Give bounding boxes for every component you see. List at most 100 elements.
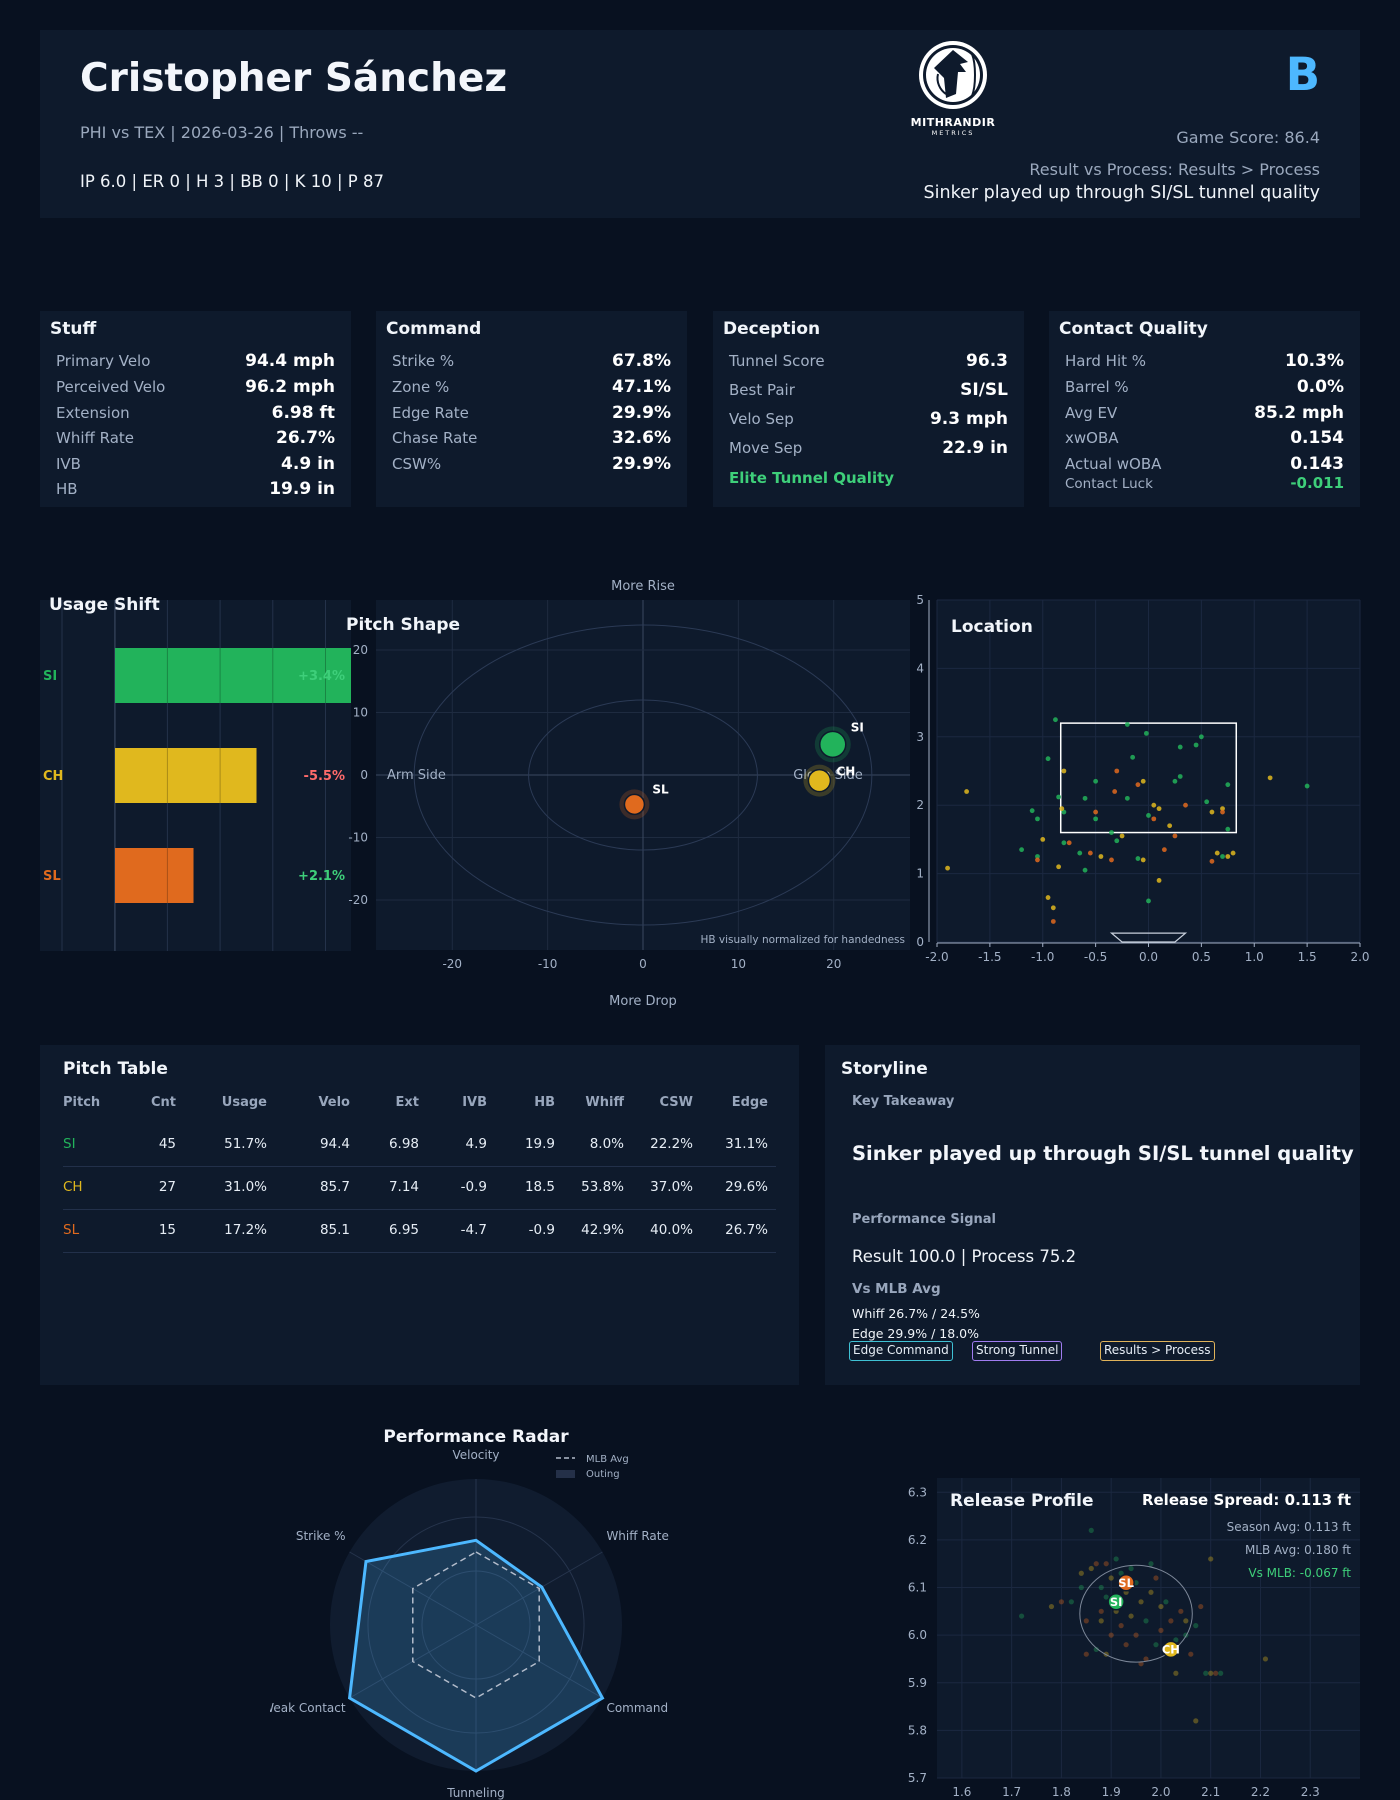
release-marker-si xyxy=(1107,1593,1125,1611)
release-point xyxy=(1083,1618,1089,1624)
location-point-si xyxy=(1061,840,1067,846)
radar-title: Performance Radar xyxy=(383,1427,569,1447)
location-point-si xyxy=(1177,744,1183,750)
result-vs-process: Result vs Process: Results > Process xyxy=(1029,160,1320,179)
release-point xyxy=(1048,1603,1055,1610)
table-row-divider xyxy=(63,1252,776,1253)
stat-row: xwOBA 0.154 xyxy=(1065,428,1344,448)
release-point xyxy=(1108,1632,1114,1638)
release-point xyxy=(1218,1670,1224,1676)
stat-value: 19.9 in xyxy=(269,479,335,499)
table-cell: 19.9 xyxy=(524,1136,555,1152)
shape-y-tick: 0 xyxy=(360,768,368,782)
radar-axis-label: Weak Contact xyxy=(270,1701,346,1715)
stat-label: xwOBA xyxy=(1065,429,1119,447)
table-row-divider xyxy=(63,1166,776,1167)
location-point-sl xyxy=(1035,857,1040,863)
location-point-si xyxy=(1172,778,1178,784)
release-point xyxy=(1168,1618,1174,1624)
stat-label: Perceived Velo xyxy=(56,378,166,396)
shape-x-tick: 0 xyxy=(639,957,647,971)
location-point-sl xyxy=(1112,789,1118,794)
table-header: Usage xyxy=(221,1095,267,1110)
header-panel: Cristopher Sánchez PHI vs TEX | 2026-03-… xyxy=(40,30,1360,218)
location-point-ch xyxy=(1098,854,1104,859)
pitcher-name: Cristopher Sánchez xyxy=(80,56,508,101)
strong-tunnel-badge: Strong Tunnel xyxy=(972,1341,1063,1361)
location-point-si xyxy=(1146,813,1151,818)
radar-legend-outing-swatch xyxy=(556,1470,575,1478)
logo-subtext: METRICS xyxy=(931,129,975,137)
location-point-ch xyxy=(1209,809,1215,815)
contact-quality-card: Contact Quality Hard Hit % 10.3% Barrel %… xyxy=(1049,311,1360,507)
vs-mlb-label: Vs MLB Avg xyxy=(852,1281,941,1297)
location-y-tick: 1 xyxy=(916,867,924,881)
release-x-tick: 2.2 xyxy=(1251,1785,1270,1799)
stat-label: Velo Sep xyxy=(729,410,794,428)
overall-grade: B xyxy=(1285,48,1320,101)
release-point xyxy=(1178,1608,1184,1614)
table-cell: -4.7 xyxy=(460,1222,487,1238)
usage-bar-label: SI xyxy=(43,669,57,684)
pitch-table-title: Pitch Table xyxy=(63,1059,168,1079)
radar-axis-label: Command xyxy=(606,1701,668,1715)
location-point-si xyxy=(1304,783,1310,789)
shape-point-sl xyxy=(623,793,646,816)
card-title: Command xyxy=(386,319,482,339)
stat-row: Edge Rate 29.9% xyxy=(392,403,671,423)
location-point-sl xyxy=(1109,857,1114,863)
release-point xyxy=(1208,1556,1214,1562)
table-header: Velo xyxy=(318,1095,350,1110)
stat-row: Primary Velo 94.4 mph xyxy=(56,351,335,371)
stat-value: SI/SL xyxy=(960,380,1008,400)
table-cell: 40.0% xyxy=(650,1222,693,1238)
release-point xyxy=(1148,1561,1154,1567)
radar-axis-label: Strike % xyxy=(296,1529,346,1543)
stat-label: Hard Hit % xyxy=(1065,352,1147,370)
release-season-avg: Season Avg: 0.113 ft xyxy=(1227,1520,1352,1534)
stat-row: Barrel % 0.0% xyxy=(1065,377,1344,397)
release-point xyxy=(1088,1527,1094,1533)
release-marker-label: SL xyxy=(1118,1576,1134,1590)
release-spread: Release Spread: 0.113 ft xyxy=(1142,1491,1351,1509)
table-header: Cnt xyxy=(150,1095,176,1110)
radar-axis-label: Whiff Rate xyxy=(606,1529,668,1543)
table-cell-pitch: CH xyxy=(63,1179,83,1195)
radar-axis-label: Tunneling xyxy=(446,1786,505,1800)
performance-signal-label: Performance Signal xyxy=(852,1212,996,1227)
radar-axis-label: Velocity xyxy=(452,1448,499,1462)
release-point xyxy=(1153,1642,1159,1648)
location-x-tick: 1.5 xyxy=(1298,950,1317,964)
stuff-card: Stuff Primary Velo 94.4 mph Perceived Vel… xyxy=(40,311,351,507)
table-header: CSW xyxy=(659,1095,693,1110)
table-header: Pitch xyxy=(63,1095,101,1110)
location-point-sl xyxy=(1172,833,1178,839)
location-point-sl xyxy=(1135,782,1141,788)
table-cell: 85.7 xyxy=(319,1179,350,1195)
pitch-table-panel xyxy=(40,1045,799,1385)
location-y-tick: 4 xyxy=(916,661,924,675)
table-row-divider xyxy=(63,1209,776,1210)
edge-command-badge: Edge Command xyxy=(849,1341,953,1361)
location-point-si xyxy=(1114,838,1120,844)
game-score: Game Score: 86.4 xyxy=(1176,128,1320,147)
tunnel-quality-note: Elite Tunnel Quality xyxy=(729,469,895,487)
table-cell: 42.9% xyxy=(581,1222,624,1238)
table-cell-pitch: SL xyxy=(63,1222,80,1238)
stat-value: 0.143 xyxy=(1290,454,1344,474)
table-cell: 37.0% xyxy=(650,1179,693,1195)
stat-row: Avg EV 85.2 mph xyxy=(1065,403,1344,423)
release-point xyxy=(1262,1656,1269,1662)
stat-label: Primary Velo xyxy=(56,352,151,370)
stat-row: HB 19.9 in xyxy=(56,479,335,499)
radar-legend-outing: Outing xyxy=(586,1469,620,1480)
table-cell: 31.1% xyxy=(725,1136,768,1152)
stat-value: 4.9 in xyxy=(281,454,335,474)
shape-top-label: More Rise xyxy=(611,579,675,594)
release-point xyxy=(1118,1570,1124,1576)
table-header: HB xyxy=(534,1095,555,1110)
stat-value: 94.4 mph xyxy=(245,351,335,371)
location-point-sl xyxy=(1151,816,1157,822)
location-point-si xyxy=(1061,809,1067,815)
location-point-si xyxy=(1198,734,1204,740)
